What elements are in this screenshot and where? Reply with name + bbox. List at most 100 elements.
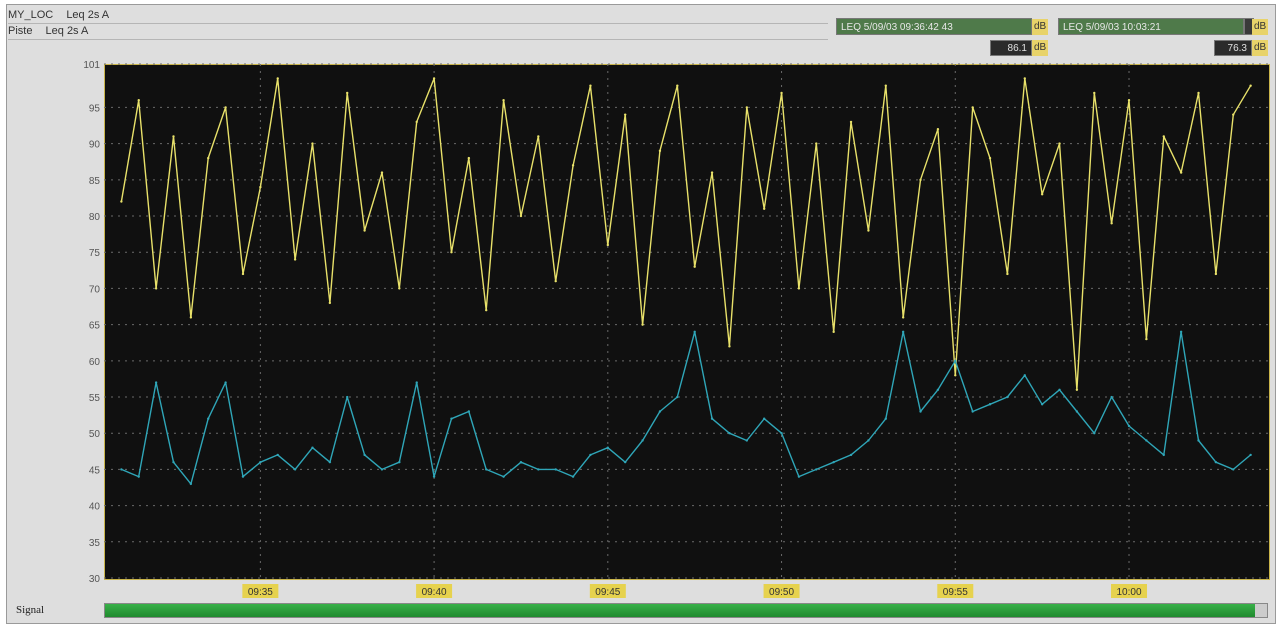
series-1-point <box>901 316 905 319</box>
y-tick-label: 101 <box>83 60 100 71</box>
series-1-point <box>398 287 401 290</box>
cursor-readout-2-unit: dB <box>1252 19 1269 35</box>
x-tick-label-bg <box>1111 584 1148 598</box>
series-1-point <box>780 91 783 95</box>
series-1-point <box>450 251 453 254</box>
x-tick-label: 09:45 <box>595 587 620 598</box>
series-1-point <box>971 106 974 109</box>
series-1-point <box>1058 142 1061 145</box>
y-tick-label: 70 <box>89 284 101 295</box>
series-2-point <box>1075 410 1079 413</box>
series-2-point <box>693 330 696 334</box>
series-2-point <box>623 460 627 464</box>
series-1-point <box>537 135 540 138</box>
series-1-point <box>276 77 279 80</box>
series-2-point <box>1040 403 1044 406</box>
series-1-point <box>1232 113 1235 116</box>
series-1-point <box>554 279 557 283</box>
series-1-point <box>815 142 818 145</box>
series-1-point <box>1162 135 1165 138</box>
series-1-point <box>936 127 940 131</box>
cursor-readout-2: LEQ 5/09/03 10:03:21 <box>1058 18 1244 35</box>
series-2-point <box>658 410 662 413</box>
x-tick-label-bg <box>589 584 626 598</box>
series-1-point <box>693 265 696 268</box>
y-tick-label: 95 <box>89 103 101 114</box>
series-2-point <box>1145 439 1148 442</box>
series-2-point <box>901 330 905 334</box>
series-1-point <box>623 113 627 116</box>
series-2-point <box>189 482 193 486</box>
series-2-point <box>380 468 384 471</box>
series-2-point <box>276 453 279 457</box>
series-1-point <box>658 149 662 153</box>
series-2-point <box>1232 468 1235 471</box>
series-2-point <box>1179 330 1183 334</box>
series-2-point <box>988 403 992 406</box>
series-1-point <box>519 214 523 218</box>
series-2-point <box>485 468 488 471</box>
series-2-point <box>884 417 887 420</box>
series-line-2 <box>121 331 1252 485</box>
series-2-point <box>293 468 297 471</box>
channel-2-location: Piste <box>8 25 33 37</box>
series-2-point <box>432 475 436 478</box>
series-2-point <box>467 410 471 413</box>
series-2-point <box>832 460 835 464</box>
channel-header-1: MY_LOC Leq 2s A <box>8 8 828 24</box>
series-1-point <box>1006 272 1009 276</box>
series-1-point <box>1214 272 1218 276</box>
series-1-point <box>485 308 488 312</box>
series-1-point <box>867 229 870 232</box>
series-2-point <box>224 381 227 384</box>
series-1-point <box>606 243 610 247</box>
series-2-point <box>919 410 922 413</box>
series-2-point <box>815 468 818 471</box>
y-tick-label: 85 <box>89 176 101 187</box>
series-2-point <box>154 381 158 384</box>
y-tick-label: 60 <box>89 357 101 368</box>
cursor-readout-1-unit: dB <box>1032 19 1049 35</box>
x-tick-label: 09:55 <box>943 587 968 598</box>
series-1-point <box>728 345 731 348</box>
x-tick-label: 09:40 <box>422 587 447 598</box>
series-2-point <box>589 453 592 457</box>
series-1-point <box>432 77 436 80</box>
series-2-point <box>450 417 453 420</box>
series-2-point <box>328 460 332 464</box>
series-1-point <box>1110 222 1113 225</box>
series-2-point <box>1110 395 1113 399</box>
signal-label: Signal <box>16 604 45 616</box>
series-1-point <box>207 156 210 160</box>
series-line-1 <box>120 77 1252 391</box>
series-2-point <box>1162 453 1165 457</box>
cursor-readout-1: LEQ 5/09/03 09:36:42 43 <box>836 18 1032 35</box>
series-1-point <box>363 229 366 232</box>
series-2-point <box>241 475 245 478</box>
y-tick-label: 50 <box>89 429 101 440</box>
signal-bar <box>104 603 1268 618</box>
series-1-point <box>641 323 644 326</box>
series-2-point <box>936 388 940 391</box>
series-2-point <box>1023 374 1026 377</box>
channel-1-metric: Leq 2s A <box>66 9 110 21</box>
series-2-point <box>1214 460 1218 464</box>
series-1-point <box>311 142 314 145</box>
x-tick-label-bg <box>763 584 800 598</box>
series-2-point <box>502 475 505 478</box>
series-2-point <box>867 439 870 442</box>
series-2-point <box>1197 439 1200 442</box>
series-1-point <box>259 185 262 189</box>
series-2-point <box>571 475 575 478</box>
series-1-point <box>1093 91 1096 95</box>
series-2-point <box>1093 432 1096 435</box>
series-1-point <box>1179 171 1183 174</box>
series-1-point <box>762 207 766 210</box>
series-1-point <box>467 156 471 160</box>
x-tick-label: 09:35 <box>248 587 273 598</box>
series-1-point <box>137 98 140 102</box>
series-2-point <box>172 460 175 464</box>
series-2-point <box>954 359 957 363</box>
y-tick-label: 45 <box>89 465 101 476</box>
series-2-point <box>1249 453 1252 457</box>
